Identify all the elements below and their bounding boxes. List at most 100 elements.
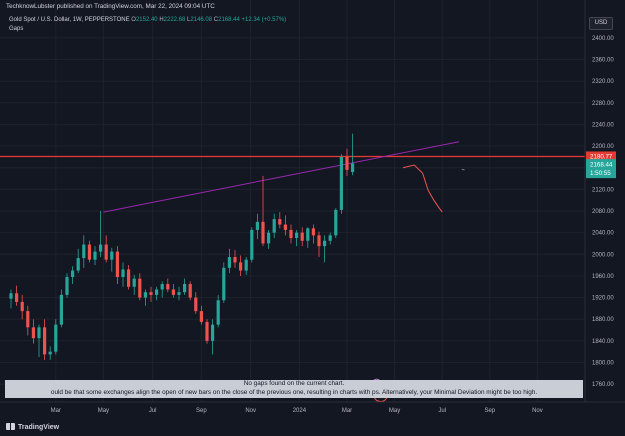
candle-body (54, 324, 58, 352)
candle-body (110, 251, 114, 260)
legend-low-label: L (187, 17, 191, 23)
gaps-notice-banner: No gaps found on the current chart. ould… (5, 380, 583, 398)
tradingview-logo-icon (6, 423, 15, 430)
price-axis[interactable]: 2400.00 2360.00 2320.00 2280.00 2240.00 2200.… (592, 36, 614, 388)
candle-body (31, 327, 35, 339)
candle-body (59, 294, 63, 325)
gaps-notice-line2: ould be that some exchanges align the op… (50, 388, 538, 396)
candle-body (255, 221, 259, 230)
candle-body (160, 284, 164, 290)
candle-body (82, 244, 86, 259)
candle-body (65, 277, 69, 295)
candle-body (121, 269, 125, 278)
price-tick-label: 1880.00 (592, 317, 614, 323)
last-price-text: 2168.44 (590, 161, 613, 168)
candle-body (311, 228, 315, 236)
symbol-legend: Gold Spot / U.S. Dollar, 1W, PEPPERSTONE… (9, 16, 286, 34)
time-tick-label: Jul (149, 408, 157, 414)
candle-body (115, 251, 119, 278)
candle-body (339, 156, 343, 210)
price-tick-label: 2360.00 (592, 57, 614, 63)
candle-body (222, 267, 226, 301)
candle-body (239, 262, 243, 271)
price-tick-label: 2240.00 (592, 122, 614, 128)
small-dash-mark (461, 168, 465, 171)
price-chart[interactable]: 2400.00 2360.00 2320.00 2280.00 2240.00 2200.… (0, 0, 625, 420)
candle-body (48, 351, 52, 355)
candle-body (177, 292, 181, 295)
legend-close-value: 2168.44 (218, 17, 240, 23)
candle-body (278, 219, 282, 225)
gaps-notice-line1: No gaps found on the current chart. (243, 380, 345, 387)
legend-change: +12.34 (+0.57%) (241, 17, 287, 23)
price-tick-label: 2320.00 (592, 79, 614, 85)
candle-body (143, 292, 147, 298)
candle-body (183, 284, 187, 293)
candles-layer (9, 133, 355, 360)
candle-body (9, 293, 13, 299)
time-tick-label: Mar (51, 408, 61, 414)
candle-body (233, 257, 237, 263)
chart-grid (0, 0, 585, 402)
price-tick-label: 2120.00 (592, 187, 614, 193)
candle-body (171, 289, 175, 295)
candle-body (149, 292, 153, 295)
time-tick-label: Nov (245, 408, 256, 414)
candle-body (295, 232, 299, 239)
legend-low-value: 2146.08 (190, 17, 213, 23)
price-tick-label: 2280.00 (592, 101, 614, 107)
candle-body (227, 257, 231, 268)
candle-body (250, 229, 254, 260)
candle-body (334, 209, 338, 236)
price-tick-label: 1920.00 (592, 296, 614, 302)
candle-body (188, 284, 192, 298)
annotations-layer (372, 164, 465, 402)
candle-body (104, 244, 108, 260)
footer-bar: TradingView (0, 420, 625, 436)
legend-open-value: 2152.40 (135, 17, 158, 23)
candle-body (71, 270, 75, 278)
candle-body (166, 284, 170, 290)
time-axis[interactable]: Mar May Jul Sep Nov 2024 Mar May Jul Sep Nov (51, 408, 543, 414)
legend-high-value: 2222.68 (163, 17, 186, 23)
tradingview-logo[interactable]: TradingView (6, 423, 59, 431)
time-tick-label: Sep (196, 408, 207, 414)
legend-indicator-gaps[interactable]: Gaps (9, 26, 24, 32)
tradingview-logo-text: TradingView (18, 424, 60, 431)
candle-body (328, 235, 332, 241)
legend-ohlc-row: Gold Spot / U.S. Dollar, 1W, PEPPERSTONE… (9, 16, 286, 25)
price-tick-label: 1840.00 (592, 339, 614, 345)
candle-body (272, 219, 276, 233)
candle-body (15, 293, 19, 302)
candle-body (99, 244, 103, 252)
candle-body (289, 229, 293, 239)
candle-body (317, 235, 321, 247)
candle-body (43, 327, 47, 355)
time-tick-label: Jul (438, 408, 446, 414)
candle-body (194, 297, 198, 312)
price-tick-label: 2200.00 (592, 144, 614, 150)
candle-body (323, 240, 327, 247)
currency-button[interactable]: USD (589, 17, 613, 30)
last-price-tag (586, 159, 616, 179)
time-tick-label: May (98, 408, 109, 414)
price-tick-label: 1760.00 (592, 382, 614, 388)
candle-body (37, 327, 41, 339)
candle-body (306, 228, 310, 241)
candle-body (199, 311, 203, 322)
time-tick-label: Mar (342, 408, 352, 414)
candle-body (205, 321, 209, 341)
publisher-line: TechknowLubster published on TradingView… (6, 3, 215, 10)
legend-symbol[interactable]: Gold Spot / U.S. Dollar, 1W, PEPPERSTONE (9, 17, 130, 23)
candle-body (345, 156, 349, 170)
price-tick-label: 2400.00 (592, 36, 614, 42)
candle-body (216, 300, 220, 325)
candle-body (87, 244, 91, 260)
trendline-layer (0, 141, 585, 213)
candle-body (261, 221, 265, 244)
candle-body (76, 258, 80, 271)
time-tick-label: Sep (484, 408, 495, 414)
candle-body (283, 224, 287, 230)
candle-body (155, 289, 159, 295)
